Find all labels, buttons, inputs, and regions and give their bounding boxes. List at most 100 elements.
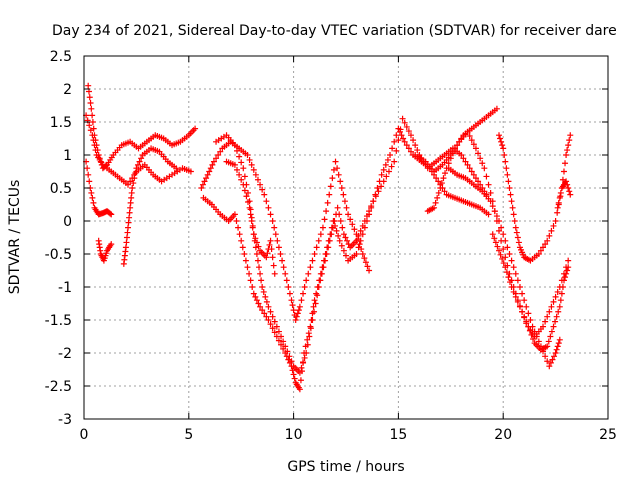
data-point xyxy=(217,148,224,155)
data-point xyxy=(546,363,553,370)
data-point xyxy=(264,250,271,257)
data-point xyxy=(498,138,505,145)
data-point xyxy=(87,100,94,107)
data-point xyxy=(565,185,572,191)
data-point xyxy=(496,132,503,139)
data-point xyxy=(460,155,467,162)
data-point xyxy=(85,171,92,178)
data-point xyxy=(496,247,503,254)
data-point xyxy=(279,257,286,264)
data-point xyxy=(311,297,318,304)
data-point xyxy=(210,158,217,165)
data-point xyxy=(231,142,238,149)
data-point xyxy=(245,199,252,206)
data-point xyxy=(235,224,242,231)
data-point xyxy=(357,227,364,234)
data-point xyxy=(321,216,328,223)
data-point xyxy=(432,199,439,206)
y-tick-label: 2 xyxy=(63,82,72,98)
data-point xyxy=(86,94,93,101)
data-point xyxy=(247,211,254,218)
data-point xyxy=(89,112,96,119)
data-point xyxy=(361,224,368,231)
data-point xyxy=(312,300,319,307)
data-point xyxy=(514,277,521,284)
data-point xyxy=(555,199,562,206)
data-point xyxy=(550,222,557,229)
data-point xyxy=(516,284,523,290)
data-point xyxy=(254,176,261,183)
data-point xyxy=(207,165,214,172)
series-track-8 xyxy=(200,115,490,393)
data-point xyxy=(341,198,348,205)
data-point xyxy=(303,277,310,284)
data-point xyxy=(267,308,274,315)
data-point xyxy=(294,310,301,317)
y-tick-labels: -3 -2.5 -2 -1.5 -1 -0.5 0 0.5 1 1.5 2 2.5 xyxy=(45,49,72,428)
data-point xyxy=(502,237,509,244)
data-point xyxy=(566,188,573,195)
data-point xyxy=(560,168,567,175)
data-point xyxy=(95,152,102,158)
data-point xyxy=(399,115,406,122)
data-point xyxy=(269,218,276,224)
data-point xyxy=(487,198,494,205)
data-point xyxy=(173,165,180,172)
data-point xyxy=(336,211,343,218)
data-point xyxy=(337,218,344,224)
data-point xyxy=(280,338,287,345)
data-point xyxy=(493,105,500,112)
data-point xyxy=(466,165,473,172)
data-point xyxy=(458,152,465,158)
data-point xyxy=(481,165,488,172)
data-point xyxy=(332,158,339,165)
data-point xyxy=(282,350,289,356)
data-point xyxy=(339,224,346,231)
data-point xyxy=(497,251,504,258)
data-point xyxy=(271,318,278,325)
data-point xyxy=(545,338,552,345)
data-point xyxy=(464,128,471,135)
data-point xyxy=(527,317,534,323)
data-point xyxy=(258,277,265,284)
data-point xyxy=(327,231,334,238)
data-point xyxy=(535,251,542,257)
data-point xyxy=(308,317,315,323)
data-point xyxy=(231,211,238,218)
data-point xyxy=(401,138,408,145)
data-point xyxy=(502,254,509,261)
data-point xyxy=(320,257,327,264)
data-point xyxy=(330,218,337,224)
data-point xyxy=(201,178,208,185)
data-point xyxy=(244,264,251,271)
data-point xyxy=(485,211,492,218)
data-point xyxy=(255,243,262,250)
data-point xyxy=(240,181,247,188)
data-point xyxy=(85,82,92,89)
data-point xyxy=(542,353,549,360)
data-point xyxy=(334,165,341,172)
data-point xyxy=(485,181,492,188)
data-point xyxy=(298,297,305,304)
data-point xyxy=(549,356,556,363)
data-point xyxy=(559,284,566,290)
data-point xyxy=(325,237,332,244)
data-point xyxy=(564,181,571,188)
data-point xyxy=(263,313,270,320)
data-point xyxy=(215,152,222,158)
data-point xyxy=(136,158,143,165)
data-point xyxy=(510,211,517,218)
data-point xyxy=(324,199,331,206)
data-point xyxy=(343,252,349,259)
data-point xyxy=(317,231,324,238)
data-point xyxy=(132,170,139,177)
data-point xyxy=(336,237,343,244)
data-point xyxy=(255,300,262,307)
data-point xyxy=(405,128,412,135)
data-point xyxy=(248,218,255,224)
data-point xyxy=(544,313,551,320)
series-track-12 xyxy=(445,165,563,370)
data-point xyxy=(499,142,506,149)
axis-ticks xyxy=(83,55,609,420)
data-point xyxy=(504,244,511,251)
